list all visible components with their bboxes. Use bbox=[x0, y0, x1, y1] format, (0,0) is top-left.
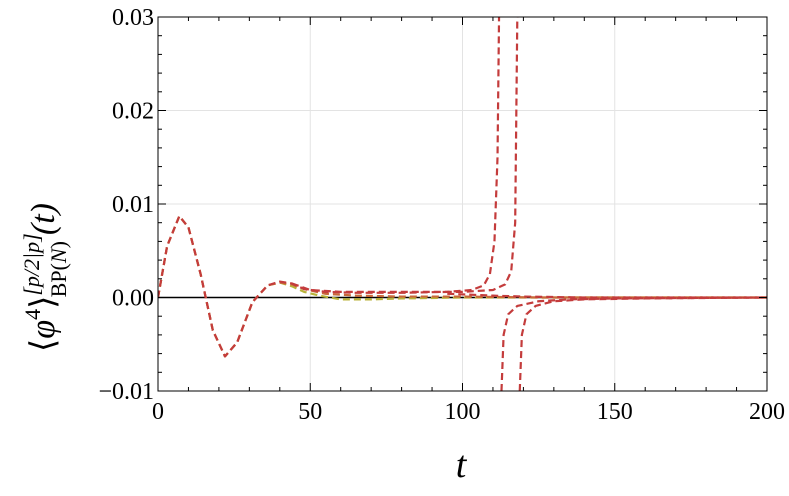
y-axis-title-subscript-close: ) bbox=[46, 241, 71, 248]
y-axis-title-close: ⟩ bbox=[25, 296, 62, 309]
y-tick-label: 0.02 bbox=[112, 99, 154, 125]
y-axis-title-power: 4 bbox=[20, 309, 45, 320]
y-tick-label: 0.00 bbox=[112, 286, 154, 312]
y-axis-title-subscript-bp: BP( bbox=[46, 263, 71, 297]
series-layer bbox=[158, 17, 767, 391]
ticks bbox=[157, 16, 768, 392]
x-axis-title: t bbox=[456, 444, 468, 486]
series-line-4 bbox=[291, 17, 519, 293]
x-tick-label: 150 bbox=[597, 399, 633, 425]
x-tick-label: 50 bbox=[298, 399, 322, 425]
series-line-2 bbox=[158, 215, 767, 358]
series-line-3 bbox=[158, 17, 501, 358]
series-line-5 bbox=[500, 296, 767, 391]
y-axis-title-subscript-n: N bbox=[46, 247, 71, 264]
y-axis-title-superscript: [p/2|p] bbox=[19, 233, 44, 295]
tick-labels: 0 50 100 150 200 −0.01 0.00 0.01 0.02 0.03 bbox=[98, 5, 785, 425]
x-tick-label: 100 bbox=[445, 399, 481, 425]
y-axis-title-open: ⟨ bbox=[25, 339, 62, 352]
x-tick-label: 200 bbox=[749, 399, 785, 425]
series-line-6 bbox=[518, 296, 767, 391]
y-axis-title-arg: (t) bbox=[25, 203, 62, 235]
x-tick-label: 0 bbox=[152, 399, 164, 425]
y-tick-label: 0.03 bbox=[112, 5, 154, 31]
y-axis-title: ⟨φ4⟩[p/2|p]BP(N) (t) bbox=[19, 203, 71, 352]
grid bbox=[158, 17, 767, 391]
y-tick-label: −0.01 bbox=[98, 379, 154, 405]
y-axis-title-phi: φ bbox=[25, 320, 62, 339]
svg-text:⟨φ4⟩[p/2|p]BP(N)(t): ⟨φ4⟩[p/2|p]BP(N) (t) bbox=[19, 203, 71, 352]
y-tick-label: 0.01 bbox=[112, 192, 154, 218]
